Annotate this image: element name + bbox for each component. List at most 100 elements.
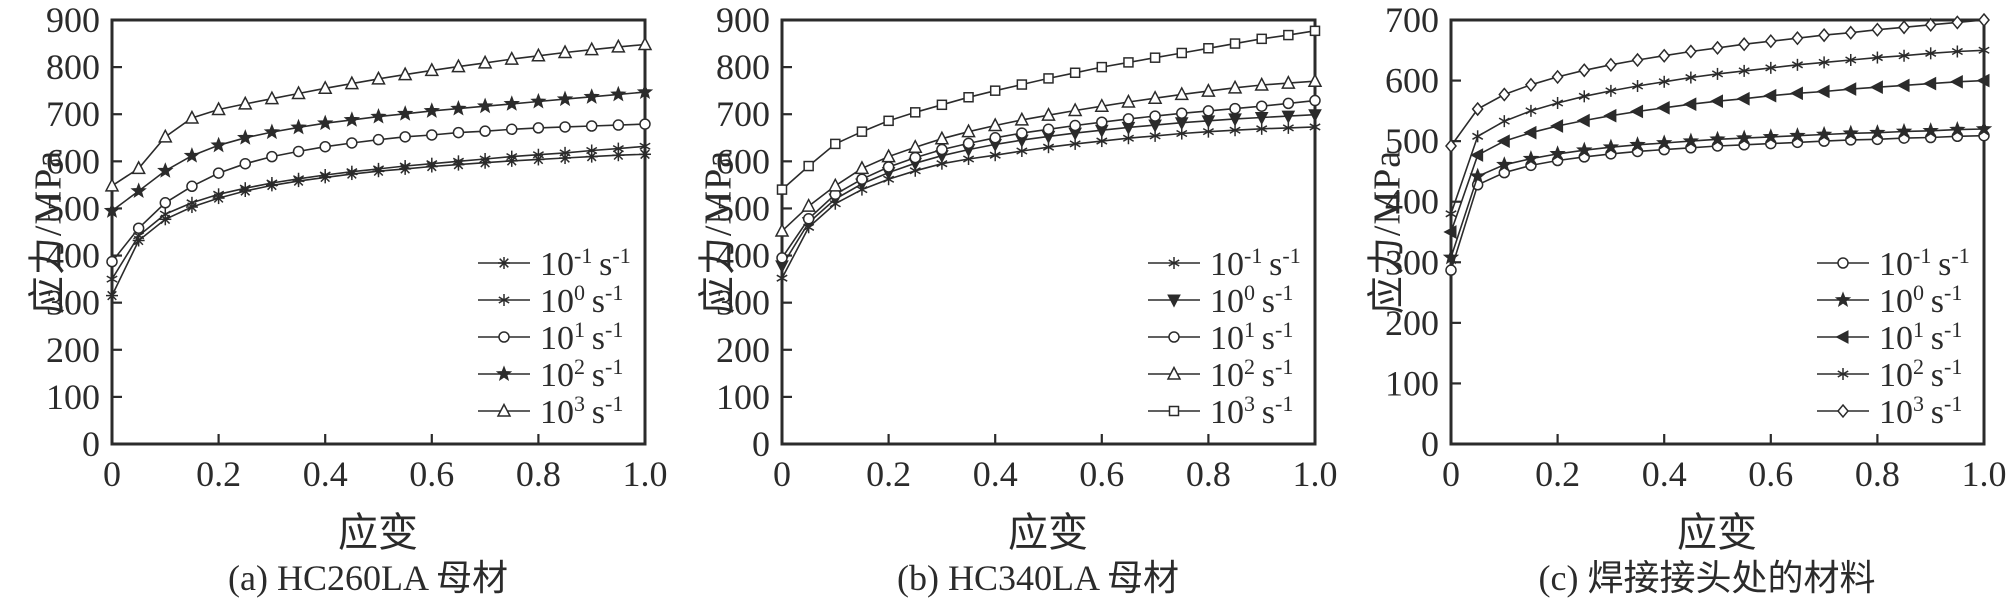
circle-marker-icon (159, 197, 172, 209)
diamond-marker-icon (1524, 77, 1537, 92)
asterisk6-marker-icon (498, 296, 510, 304)
triangle-up-marker-icon (184, 109, 200, 124)
triangle-up-marker-icon (344, 75, 360, 90)
diamond-marker-icon (1951, 15, 1964, 30)
star-marker-icon (1656, 134, 1673, 150)
circle-marker-icon (498, 331, 510, 343)
legend-item-10^3 s^-1: 103 s-1 (478, 391, 623, 431)
asterisk8-marker-icon (586, 151, 597, 162)
asterisk8-marker-icon (640, 149, 650, 160)
square-marker-icon (883, 115, 894, 127)
x-tick-label: 0 (103, 454, 121, 494)
legend-unit: s (585, 283, 605, 320)
triangle-down-marker-icon (1254, 112, 1269, 126)
x-tick-label: 0.4 (303, 454, 348, 494)
panel-b: 0 100 200 300 400 500 600 700 800 900 0 0.2 0.4 0.6 0.… (670, 0, 1339, 598)
triangle-up-marker-icon (801, 197, 816, 212)
circle-marker-icon (1837, 257, 1849, 269)
asterisk6-marker-icon (1978, 46, 1990, 54)
square-marker-icon (1203, 43, 1214, 54)
circle-marker-icon (989, 132, 1001, 144)
square-marker-icon (1283, 29, 1294, 41)
triangle-up-marker-icon (1041, 107, 1056, 121)
y-tick-label: 300 (716, 283, 770, 323)
star-marker-icon (1682, 132, 1700, 149)
triangle-up-marker-icon (1147, 90, 1163, 104)
x-axis-label-a: 应变 (338, 510, 418, 555)
asterisk6-marker-icon (1837, 370, 1849, 378)
legend-base: 10 (540, 357, 574, 394)
circle-marker-icon (585, 120, 598, 132)
x-tick-label: 0 (1442, 454, 1460, 494)
circle-marker-icon (1016, 127, 1028, 139)
triangle-up-marker-icon (1307, 73, 1323, 87)
x-tick-label: 1.0 (623, 454, 668, 494)
triangle-left-marker-icon (1736, 91, 1750, 106)
asterisk6-marker-icon (1096, 137, 1108, 145)
diamond-marker-icon (1791, 30, 1804, 46)
legend-exponent: -1 (1244, 243, 1262, 268)
asterisk6-marker-icon (962, 155, 975, 163)
circle-marker-icon (856, 173, 868, 185)
star-marker-icon (1549, 145, 1566, 161)
circle-marker-icon (1202, 105, 1215, 117)
triangle-up-marker-icon (1067, 102, 1083, 117)
legend-unit-exponent: -1 (1275, 354, 1293, 379)
square-marker-icon (910, 107, 921, 118)
y-tick-label: 200 (716, 330, 770, 370)
series-markers-10^1 s^-1 (1443, 73, 1990, 239)
legend-base: 10 (540, 246, 574, 283)
diamond-marker-icon (1445, 138, 1457, 154)
x-tick-label: 0.8 (1186, 454, 1231, 494)
star-marker-icon (476, 97, 494, 114)
diamond-marker-icon (1604, 57, 1617, 72)
x-tick-label: 0.4 (973, 454, 1018, 494)
y-tick-label: 0 (752, 424, 770, 464)
circle-marker-icon (479, 125, 491, 137)
star-marker-icon (1442, 248, 1460, 265)
star-marker-icon (610, 85, 627, 102)
star-marker-icon (263, 123, 281, 140)
asterisk6-marker-icon (1498, 117, 1510, 125)
series-markers-10^2 s^-1 (103, 83, 654, 218)
y-tick-label: 0 (1421, 424, 1439, 464)
square-marker-icon (1043, 73, 1054, 84)
legend-item-10^-1 s^-1: 10-1 s-1 (1148, 243, 1301, 283)
circle-marker-icon (372, 133, 385, 146)
circle-marker-icon (802, 213, 815, 225)
circle-marker-icon (612, 119, 625, 131)
y-tick-label: 0 (82, 424, 100, 464)
triangle-left-marker-icon (1550, 119, 1564, 133)
legend-unit-exponent: -1 (1282, 243, 1300, 268)
asterisk6-marker-icon (1818, 58, 1830, 67)
y-tick-label: 700 (1385, 0, 1439, 40)
star-marker-icon (1895, 122, 1913, 139)
legend-label: 100 s-1 (540, 280, 623, 320)
diamond-marker-icon (1738, 37, 1751, 52)
triangle-up-marker-icon (211, 101, 226, 116)
triangle-up-marker-icon (987, 117, 1003, 132)
circle-marker-icon (1069, 119, 1081, 132)
y-tick-label: 300 (46, 283, 100, 323)
star-marker-icon (317, 114, 334, 131)
series-markers-10^3 s^-1 (104, 36, 653, 192)
diamond-marker-icon (1764, 34, 1777, 49)
legend-item-10^3 s^-1: 103 s-1 (1817, 391, 1962, 431)
triangle-left-marker-icon (1470, 148, 1484, 162)
legend-unit-exponent: -1 (1944, 317, 1962, 342)
legend-label: 101 s-1 (540, 317, 623, 357)
circle-marker-icon (132, 222, 145, 234)
legend-unit: s (1924, 357, 1944, 394)
diamond-marker-icon (1898, 20, 1911, 35)
triangle-left-marker-icon (1709, 94, 1723, 108)
legend-base: 10 (1879, 357, 1913, 394)
legend-unit: s (1924, 283, 1944, 320)
star-marker-icon (1869, 124, 1886, 140)
diamond-marker-icon (1684, 44, 1697, 59)
asterisk8-marker-icon (499, 258, 509, 268)
legend-unit: s (585, 320, 605, 357)
x-tick-label: 1.0 (1293, 454, 1338, 494)
legend-unit-exponent: -1 (612, 243, 630, 268)
star-marker-icon (450, 99, 467, 116)
